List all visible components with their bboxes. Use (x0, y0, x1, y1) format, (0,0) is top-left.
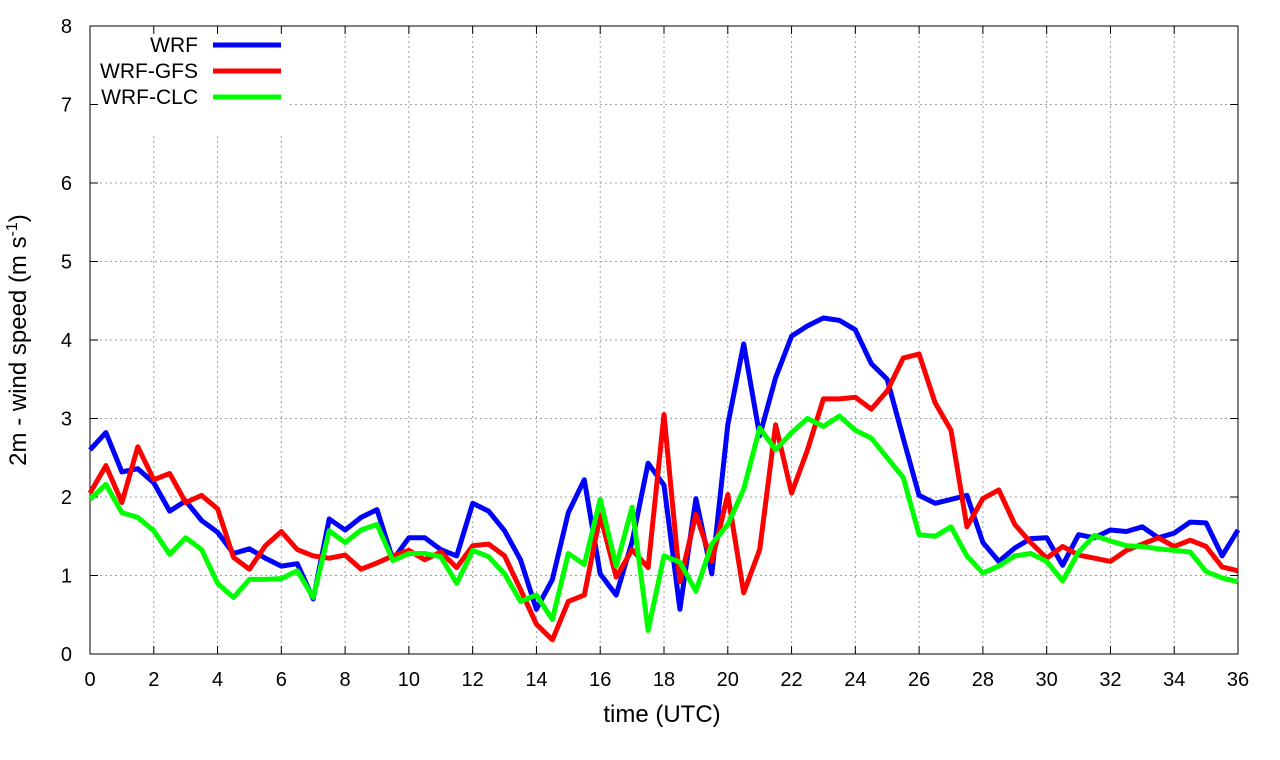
series-line-wrf (88, 315, 1241, 612)
y-tick-label: 7 (61, 95, 72, 117)
y-tick-label: 1 (61, 566, 72, 588)
x-tick-label: 10 (398, 669, 420, 691)
series-lines (87, 315, 1241, 643)
x-tick-label: 16 (589, 669, 611, 691)
y-tick-label: 0 (61, 644, 72, 666)
x-tick-label: 34 (1163, 669, 1185, 691)
x-axis-label: time (UTC) (603, 701, 720, 728)
x-tick-label: 24 (844, 669, 866, 691)
legend: WRF WRF-GFS WRF-CLC (100, 34, 281, 109)
legend-label: WRF-GFS (100, 60, 198, 83)
x-tick-label: 0 (84, 669, 95, 691)
x-tick-label: 30 (1036, 669, 1058, 691)
x-tick-label: 2 (148, 669, 159, 691)
x-tick-label: 4 (212, 669, 223, 691)
y-axis-label-superscript: -1 (4, 222, 21, 236)
series-line-wrf-gfs (87, 351, 1239, 643)
x-tick-label: 32 (1099, 669, 1121, 691)
x-tick-label: 18 (653, 669, 675, 691)
legend-label: WRF (150, 34, 198, 57)
x-tick-label: 8 (340, 669, 351, 691)
y-tick-label: 3 (61, 409, 72, 431)
y-tick-label: 6 (61, 173, 72, 195)
y-tick-label: 8 (61, 16, 72, 38)
series-line-wrf-clc (88, 413, 1239, 633)
x-tick-label: 20 (717, 669, 739, 691)
x-tick-label: 26 (908, 669, 930, 691)
y-tick-label: 5 (61, 252, 72, 274)
x-tick-label: 6 (276, 669, 287, 691)
y-axis-label-main: 2m - wind speed (m s (5, 236, 32, 465)
y-axis-label-close: ) (5, 214, 32, 222)
axis-ticks: 0 2 4 6 8 10 12 14 16 18 20 22 24 26 28 30 32 34 360123456… (61, 16, 1249, 691)
grid (90, 26, 1238, 654)
x-tick-label: 28 (972, 669, 994, 691)
legend-label: WRF-CLC (101, 86, 198, 109)
y-tick-label: 2 (61, 487, 72, 509)
x-tick-label: 36 (1227, 669, 1249, 691)
x-tick-label: 12 (462, 669, 484, 691)
x-tick-label: 22 (780, 669, 802, 691)
y-axis-label: 2m - wind speed (m s-1) (4, 214, 32, 466)
x-tick-label: 14 (525, 669, 547, 691)
y-tick-label: 4 (61, 330, 72, 352)
